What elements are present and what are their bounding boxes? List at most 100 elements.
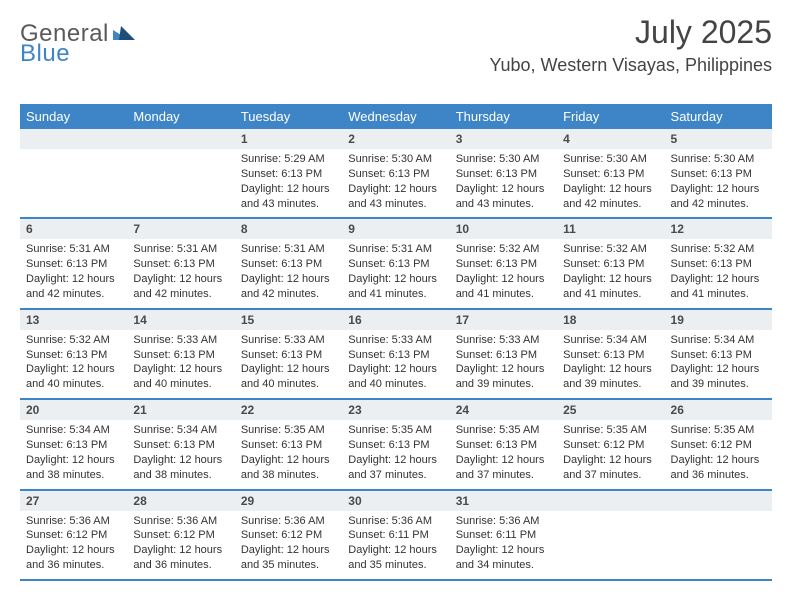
- day-sunset: Sunset: 6:13 PM: [456, 167, 551, 182]
- day-day2: and 40 minutes.: [133, 377, 228, 392]
- day-details: Sunrise: 5:36 AMSunset: 6:11 PMDaylight:…: [450, 511, 557, 579]
- day-sunrise: Sunrise: 5:36 AM: [456, 514, 551, 529]
- day-day1: Daylight: 12 hours: [563, 182, 658, 197]
- day-day2: and 42 minutes.: [133, 287, 228, 302]
- day-sunrise: Sunrise: 5:36 AM: [26, 514, 121, 529]
- day-details: Sunrise: 5:35 AMSunset: 6:13 PMDaylight:…: [450, 420, 557, 488]
- day-day2: and 43 minutes.: [348, 197, 443, 212]
- calendar: SundayMondayTuesdayWednesdayThursdayFrid…: [20, 104, 772, 581]
- day-sunrise: Sunrise: 5:34 AM: [563, 333, 658, 348]
- day-sunrise: Sunrise: 5:35 AM: [456, 423, 551, 438]
- day-day2: and 36 minutes.: [26, 558, 121, 573]
- day-sunset: Sunset: 6:13 PM: [456, 438, 551, 453]
- day-sunset: Sunset: 6:13 PM: [133, 257, 228, 272]
- day-sunrise: Sunrise: 5:35 AM: [348, 423, 443, 438]
- calendar-day: 12Sunrise: 5:32 AMSunset: 6:13 PMDayligh…: [665, 219, 772, 307]
- day-sunset: Sunset: 6:13 PM: [563, 348, 658, 363]
- calendar-week: 1Sunrise: 5:29 AMSunset: 6:13 PMDaylight…: [20, 129, 772, 219]
- calendar-day: 15Sunrise: 5:33 AMSunset: 6:13 PMDayligh…: [235, 310, 342, 398]
- calendar-day: 10Sunrise: 5:32 AMSunset: 6:13 PMDayligh…: [450, 219, 557, 307]
- day-number-empty: [127, 129, 234, 149]
- day-day1: Daylight: 12 hours: [563, 362, 658, 377]
- calendar-day: 9Sunrise: 5:31 AMSunset: 6:13 PMDaylight…: [342, 219, 449, 307]
- day-number: 22: [235, 400, 342, 420]
- day-number-empty: [665, 491, 772, 511]
- day-details: Sunrise: 5:35 AMSunset: 6:12 PMDaylight:…: [665, 420, 772, 488]
- day-sunset: Sunset: 6:12 PM: [133, 528, 228, 543]
- day-sunrise: Sunrise: 5:32 AM: [563, 242, 658, 257]
- calendar-day: 19Sunrise: 5:34 AMSunset: 6:13 PMDayligh…: [665, 310, 772, 398]
- day-sunset: Sunset: 6:13 PM: [671, 348, 766, 363]
- day-number: 1: [235, 129, 342, 149]
- day-day1: Daylight: 12 hours: [133, 453, 228, 468]
- calendar-day: [127, 129, 234, 217]
- day-day2: and 43 minutes.: [456, 197, 551, 212]
- day-day2: and 39 minutes.: [563, 377, 658, 392]
- day-details: Sunrise: 5:36 AMSunset: 6:12 PMDaylight:…: [20, 511, 127, 579]
- day-day2: and 37 minutes.: [348, 468, 443, 483]
- location-text: Yubo, Western Visayas, Philippines: [490, 55, 773, 76]
- calendar-day: 4Sunrise: 5:30 AMSunset: 6:13 PMDaylight…: [557, 129, 664, 217]
- day-day1: Daylight: 12 hours: [133, 543, 228, 558]
- day-day1: Daylight: 12 hours: [26, 362, 121, 377]
- day-details: Sunrise: 5:32 AMSunset: 6:13 PMDaylight:…: [557, 239, 664, 307]
- day-sunrise: Sunrise: 5:30 AM: [671, 152, 766, 167]
- day-sunrise: Sunrise: 5:31 AM: [241, 242, 336, 257]
- day-day1: Daylight: 12 hours: [456, 362, 551, 377]
- day-sunrise: Sunrise: 5:30 AM: [348, 152, 443, 167]
- day-day1: Daylight: 12 hours: [456, 453, 551, 468]
- calendar-day: 27Sunrise: 5:36 AMSunset: 6:12 PMDayligh…: [20, 491, 127, 579]
- day-sunset: Sunset: 6:13 PM: [348, 438, 443, 453]
- day-day1: Daylight: 12 hours: [241, 182, 336, 197]
- day-day2: and 42 minutes.: [563, 197, 658, 212]
- day-number: 20: [20, 400, 127, 420]
- day-details: Sunrise: 5:32 AMSunset: 6:13 PMDaylight:…: [20, 330, 127, 398]
- day-day1: Daylight: 12 hours: [133, 272, 228, 287]
- day-sunset: Sunset: 6:13 PM: [671, 257, 766, 272]
- day-number: 21: [127, 400, 234, 420]
- day-day2: and 36 minutes.: [133, 558, 228, 573]
- day-sunset: Sunset: 6:12 PM: [671, 438, 766, 453]
- day-day2: and 34 minutes.: [456, 558, 551, 573]
- day-details: Sunrise: 5:34 AMSunset: 6:13 PMDaylight:…: [20, 420, 127, 488]
- day-day2: and 40 minutes.: [26, 377, 121, 392]
- header-right: July 2025 Yubo, Western Visayas, Philipp…: [490, 14, 773, 76]
- month-title: July 2025: [490, 14, 773, 51]
- day-sunrise: Sunrise: 5:33 AM: [241, 333, 336, 348]
- day-day1: Daylight: 12 hours: [671, 272, 766, 287]
- day-sunset: Sunset: 6:13 PM: [241, 348, 336, 363]
- dow-cell: Sunday: [20, 104, 127, 129]
- day-number: 24: [450, 400, 557, 420]
- calendar-day: 24Sunrise: 5:35 AMSunset: 6:13 PMDayligh…: [450, 400, 557, 488]
- day-number: 13: [20, 310, 127, 330]
- calendar-page: General July 2025 Yubo, Western Visayas,…: [0, 0, 792, 612]
- day-sunrise: Sunrise: 5:36 AM: [241, 514, 336, 529]
- day-day2: and 41 minutes.: [671, 287, 766, 302]
- dow-cell: Monday: [127, 104, 234, 129]
- day-sunset: Sunset: 6:12 PM: [26, 528, 121, 543]
- day-sunset: Sunset: 6:11 PM: [456, 528, 551, 543]
- day-number: 30: [342, 491, 449, 511]
- day-day2: and 42 minutes.: [671, 197, 766, 212]
- day-sunrise: Sunrise: 5:33 AM: [348, 333, 443, 348]
- day-details: Sunrise: 5:32 AMSunset: 6:13 PMDaylight:…: [665, 239, 772, 307]
- day-number: 9: [342, 219, 449, 239]
- calendar-week: 27Sunrise: 5:36 AMSunset: 6:12 PMDayligh…: [20, 491, 772, 581]
- day-day1: Daylight: 12 hours: [563, 272, 658, 287]
- day-day1: Daylight: 12 hours: [671, 362, 766, 377]
- day-day2: and 42 minutes.: [241, 287, 336, 302]
- day-details: Sunrise: 5:31 AMSunset: 6:13 PMDaylight:…: [342, 239, 449, 307]
- day-sunset: Sunset: 6:13 PM: [26, 438, 121, 453]
- day-day1: Daylight: 12 hours: [456, 543, 551, 558]
- day-number: 10: [450, 219, 557, 239]
- day-day2: and 37 minutes.: [456, 468, 551, 483]
- day-sunset: Sunset: 6:13 PM: [456, 257, 551, 272]
- calendar-day: 23Sunrise: 5:35 AMSunset: 6:13 PMDayligh…: [342, 400, 449, 488]
- calendar-day: 30Sunrise: 5:36 AMSunset: 6:11 PMDayligh…: [342, 491, 449, 579]
- day-sunset: Sunset: 6:13 PM: [671, 167, 766, 182]
- calendar-day: [20, 129, 127, 217]
- day-day2: and 35 minutes.: [241, 558, 336, 573]
- day-details: Sunrise: 5:34 AMSunset: 6:13 PMDaylight:…: [127, 420, 234, 488]
- calendar-day: 16Sunrise: 5:33 AMSunset: 6:13 PMDayligh…: [342, 310, 449, 398]
- day-sunrise: Sunrise: 5:33 AM: [133, 333, 228, 348]
